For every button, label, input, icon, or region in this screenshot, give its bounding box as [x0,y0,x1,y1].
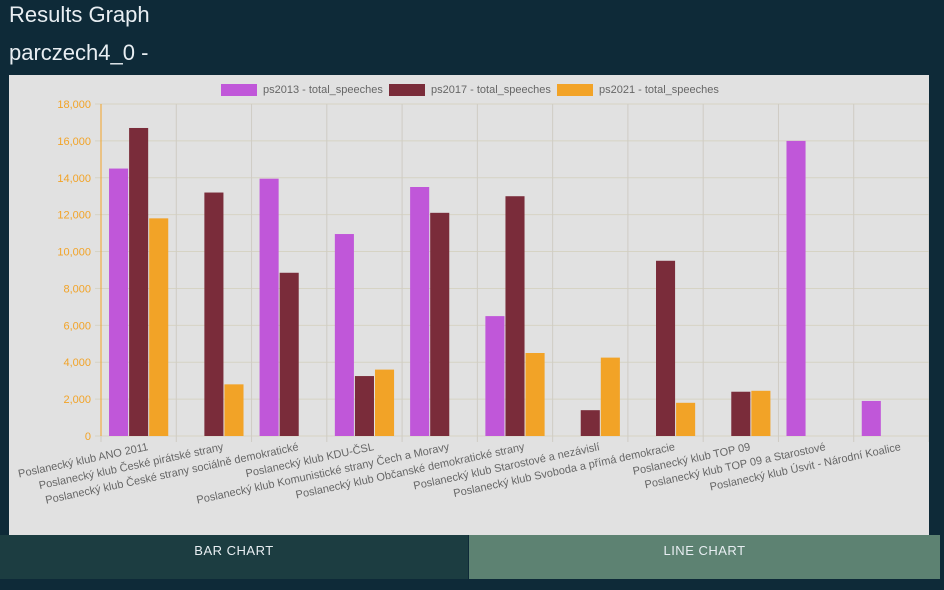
y-tick-label: 12,000 [57,210,91,222]
y-tick-label: 16,000 [57,136,91,148]
bar [279,272,299,436]
bar [525,353,545,436]
bar [751,390,771,436]
legend-swatch [389,84,425,96]
y-tick-label: 14,000 [57,173,91,185]
bar-chart: 0 2,000 4,000 6,000 8,000 10,000 12,000 14,000 1… [17,84,929,507]
bar [786,140,806,436]
bar [485,316,505,436]
bar [430,212,450,436]
bar [505,196,525,436]
legend-label: ps2017 - total_speeches [431,84,551,96]
bar [731,391,751,436]
legend-label: ps2021 - total_speeches [599,84,719,96]
bar [410,187,430,436]
bar [676,402,696,436]
y-tick-label: 0 [85,431,91,443]
tab-bar-chart[interactable]: BAR CHART [0,535,468,579]
y-tick-label: 6,000 [63,320,91,332]
bar [374,369,395,436]
legend-swatch [221,84,257,96]
bar [204,192,224,436]
chart-panel: 0 2,000 4,000 6,000 8,000 10,000 12,000 14,000 1… [9,75,929,535]
bar [580,410,600,436]
bar [259,178,279,436]
y-tick-label: 10,000 [57,247,91,259]
bar [334,234,354,436]
bar [600,357,620,436]
bar [129,127,149,436]
y-tick-label: 2,000 [63,394,91,406]
y-tick-label: 8,000 [63,283,91,295]
y-tick-label: 18,000 [57,99,91,111]
bar [109,168,129,437]
bar [149,218,169,436]
bar [656,260,676,436]
page-title: Results Graph [9,2,150,27]
bar [224,384,244,436]
legend-swatch [557,84,593,96]
bar [354,376,374,436]
tab-line-chart[interactable]: LINE CHART [469,535,940,579]
page-subtitle: parczech4_0 - [9,40,149,65]
legend-label: ps2013 - total_speeches [263,84,383,96]
bar [861,400,881,436]
chart-type-tabs: BAR CHART LINE CHART [0,535,944,579]
y-tick-label: 4,000 [63,357,91,369]
